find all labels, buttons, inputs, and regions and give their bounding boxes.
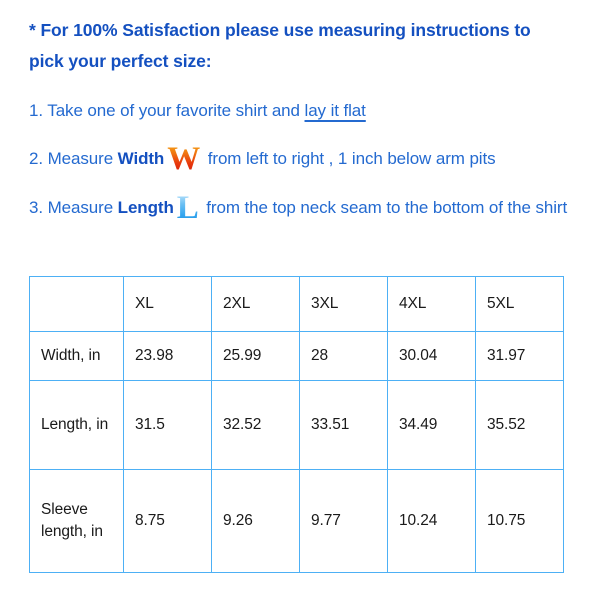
width-letter-icon: W <box>164 143 203 176</box>
cell-sleeve-xl: 8.75 <box>123 469 212 573</box>
instruction-item-1: 1. Take one of your favorite shirt and l… <box>29 95 581 126</box>
cell-width-4xl: 30.04 <box>387 331 476 381</box>
instruction-2-prefix: Measure <box>42 149 118 168</box>
table-header-row: XL 2XL 3XL 4XL 5XL <box>29 276 564 332</box>
instruction-3-prefix: Measure <box>42 198 118 217</box>
cell-width-5xl: 31.97 <box>475 331 564 381</box>
cell-width-3xl: 28 <box>299 331 388 381</box>
length-letter-icon: L <box>174 192 202 225</box>
instruction-item-2: 2. Measure WidthW from left to right , 1… <box>29 143 581 176</box>
instruction-3-suffix: from the top neck seam to the bottom of … <box>201 198 568 217</box>
cell-sleeve-4xl: 10.24 <box>387 469 476 573</box>
table-corner-cell <box>29 276 124 332</box>
measuring-instructions-list: 1. Take one of your favorite shirt and l… <box>29 95 581 225</box>
cell-width-xl: 23.98 <box>123 331 212 381</box>
cell-width-2xl: 25.99 <box>211 331 300 381</box>
instruction-1-prefix: Take one of your favorite shirt and <box>42 101 305 120</box>
cell-length-2xl: 32.52 <box>211 380 300 470</box>
cell-sleeve-5xl: 10.75 <box>475 469 564 573</box>
table-header-2xl: 2XL <box>211 276 300 332</box>
table-header-5xl: 5XL <box>475 276 564 332</box>
page-title: * For 100% Satisfaction please use measu… <box>29 20 531 71</box>
table-header-4xl: 4XL <box>387 276 476 332</box>
table-row: Length, in 31.5 32.52 33.51 34.49 35.52 <box>29 380 564 470</box>
instruction-2-emphasis: Width <box>117 149 165 168</box>
row-label-length: Length, in <box>29 380 124 470</box>
cell-length-4xl: 34.49 <box>387 380 476 470</box>
row-label-width: Width, in <box>29 331 124 381</box>
instruction-2-suffix: from left to right , 1 inch below arm pi… <box>203 149 496 168</box>
instruction-2-number: 2. <box>29 149 43 168</box>
cell-length-5xl: 35.52 <box>475 380 564 470</box>
instruction-1-underlined-text: lay it flat <box>304 101 366 120</box>
row-label-sleeve-length: Sleeve length, in <box>29 469 124 573</box>
cell-length-xl: 31.5 <box>123 380 212 470</box>
instruction-item-3: 3. Measure LengthL from the top neck sea… <box>29 192 581 225</box>
table-row: Sleeve length, in 8.75 9.26 9.77 10.24 1… <box>29 469 564 573</box>
size-measurement-table: XL 2XL 3XL 4XL 5XL Width, in 23.98 25.99… <box>29 276 564 573</box>
instruction-1-number: 1. <box>29 101 43 120</box>
instruction-3-number: 3. <box>29 198 43 217</box>
table-row: Width, in 23.98 25.99 28 30.04 31.97 <box>29 331 564 381</box>
cell-sleeve-2xl: 9.26 <box>211 469 300 573</box>
table-header-3xl: 3XL <box>299 276 388 332</box>
cell-length-3xl: 33.51 <box>299 380 388 470</box>
cell-sleeve-3xl: 9.77 <box>299 469 388 573</box>
table-header-xl: XL <box>123 276 212 332</box>
instruction-3-emphasis: Length <box>117 198 174 217</box>
